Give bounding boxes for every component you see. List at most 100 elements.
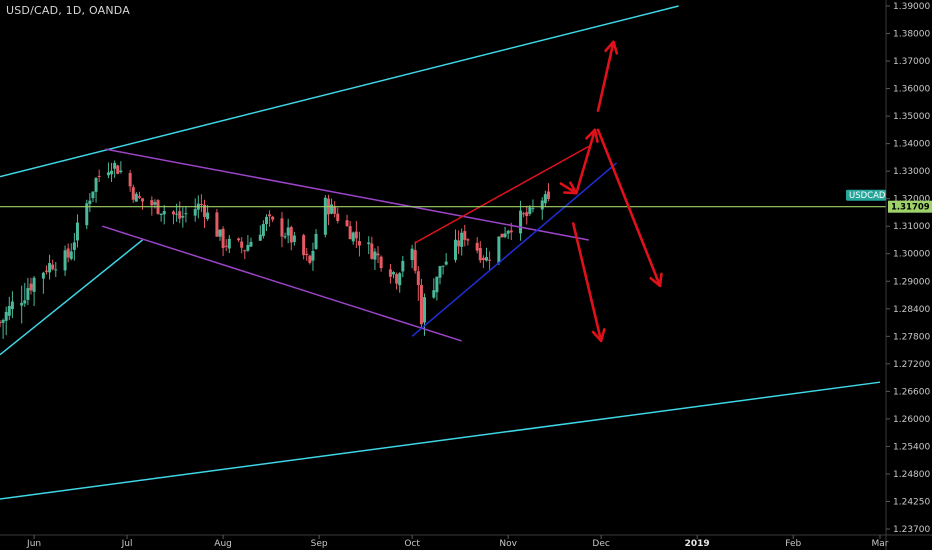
drawings-layer bbox=[0, 5, 886, 500]
candle-up bbox=[72, 242, 76, 250]
arrow-head-down-to-1.289 bbox=[649, 272, 663, 288]
candle-up bbox=[283, 236, 287, 238]
trendline-lower-left-cyan[interactable] bbox=[0, 239, 144, 356]
candle-down bbox=[395, 274, 399, 284]
candle-up bbox=[48, 263, 52, 273]
candle-up bbox=[435, 276, 439, 293]
price-tick-label: 1.26000 bbox=[893, 415, 930, 425]
time-tick-label: Mar bbox=[872, 539, 889, 549]
candle-down bbox=[44, 270, 48, 272]
candles-layer bbox=[0, 160, 550, 339]
candle-down bbox=[150, 200, 154, 206]
candle-down bbox=[475, 242, 479, 251]
price-tick-label: 1.27200 bbox=[893, 360, 930, 370]
candle-down bbox=[488, 259, 492, 261]
candle-up bbox=[88, 200, 92, 204]
candle-down bbox=[357, 241, 361, 246]
symbol-tag-label: USDCAD bbox=[849, 191, 886, 201]
candle-down bbox=[268, 214, 272, 217]
candle-up bbox=[110, 170, 114, 175]
time-tick-label: Dec bbox=[592, 539, 609, 549]
candle-up bbox=[85, 203, 89, 226]
candle-down bbox=[419, 285, 423, 325]
last-price-tag bbox=[888, 200, 932, 213]
candle-down bbox=[481, 257, 485, 260]
candle-up bbox=[311, 250, 315, 261]
candle-up bbox=[206, 212, 210, 220]
candle-down bbox=[271, 216, 275, 220]
price-tick-label: 1.36000 bbox=[893, 85, 930, 95]
candle-up bbox=[351, 232, 355, 242]
candle-down bbox=[478, 247, 482, 261]
candle-up bbox=[323, 197, 327, 235]
candle-down bbox=[137, 196, 141, 198]
candle-down bbox=[0, 321, 2, 323]
arrow-up-to-1.375[interactable] bbox=[596, 40, 615, 112]
trendline-rising-channel-top[interactable] bbox=[414, 145, 590, 244]
candle-up bbox=[20, 302, 24, 306]
candle-down bbox=[500, 233, 504, 238]
candle-up bbox=[540, 200, 544, 210]
price-tick-label: 1.37000 bbox=[893, 57, 930, 67]
candle-up bbox=[134, 193, 138, 202]
candle-up bbox=[392, 272, 396, 275]
trendline-lower-cyan[interactable] bbox=[0, 381, 881, 500]
candle-down bbox=[51, 264, 55, 270]
candle-up bbox=[153, 202, 157, 205]
time-tick-label: Nov bbox=[499, 539, 517, 549]
candle-down bbox=[29, 283, 33, 291]
candle-up bbox=[1, 320, 5, 323]
candle-down bbox=[348, 226, 352, 240]
price-tick-label: 1.33000 bbox=[893, 167, 930, 177]
price-tick-label: 1.39000 bbox=[893, 2, 930, 12]
candle-up bbox=[484, 257, 488, 261]
candle-down bbox=[141, 198, 145, 202]
last-price-label: 1.31709 bbox=[891, 203, 930, 213]
candle-up bbox=[41, 272, 45, 279]
time-tick-label: Jul bbox=[121, 539, 133, 549]
candle-down bbox=[203, 204, 207, 218]
price-tick-label: 1.26600 bbox=[893, 387, 930, 397]
candle-up bbox=[162, 211, 166, 215]
candle-up bbox=[7, 305, 11, 316]
trendline-wedge-top[interactable] bbox=[105, 148, 589, 241]
candle-up bbox=[119, 170, 123, 173]
candle-up bbox=[292, 235, 296, 242]
candle-up bbox=[175, 213, 179, 215]
candle-up bbox=[531, 208, 535, 210]
candle-up bbox=[398, 273, 402, 286]
candle-down bbox=[215, 212, 219, 237]
candle-up bbox=[91, 191, 95, 199]
candle-up bbox=[181, 216, 185, 218]
arrow-small-hook[interactable] bbox=[559, 182, 578, 195]
candle-up bbox=[54, 269, 58, 271]
arrow-head-up-to-1.375 bbox=[604, 40, 619, 55]
candle-up bbox=[23, 300, 27, 304]
candle-down bbox=[546, 191, 550, 200]
arrow-down-to-1.289[interactable] bbox=[596, 128, 662, 288]
price-tick-label: 1.30000 bbox=[893, 250, 930, 260]
candle-up bbox=[401, 260, 405, 272]
candle-down bbox=[388, 269, 392, 277]
candle-up bbox=[367, 242, 371, 245]
candle-up bbox=[330, 204, 334, 214]
candle-up bbox=[444, 261, 448, 265]
arrow-down-to-1.277[interactable] bbox=[571, 222, 603, 343]
price-tick-label: 1.34000 bbox=[893, 140, 930, 150]
trendline-wedge-bottom[interactable] bbox=[102, 225, 462, 342]
candle-up bbox=[543, 194, 547, 204]
trendline-upper-cyan[interactable] bbox=[0, 5, 679, 178]
arrow-up-to-1.345[interactable] bbox=[575, 128, 597, 195]
candle-down bbox=[308, 255, 312, 263]
candle-down bbox=[221, 228, 225, 248]
candle-down bbox=[345, 220, 349, 226]
candle-up bbox=[506, 230, 510, 234]
trendline-rising-channel-bottom[interactable] bbox=[411, 162, 618, 337]
candle-down bbox=[66, 248, 70, 258]
candle-down bbox=[302, 235, 306, 256]
price-tick-label: 1.38000 bbox=[893, 30, 930, 40]
candle-up bbox=[106, 172, 110, 176]
candle-down bbox=[289, 227, 293, 243]
candle-down bbox=[172, 211, 176, 215]
